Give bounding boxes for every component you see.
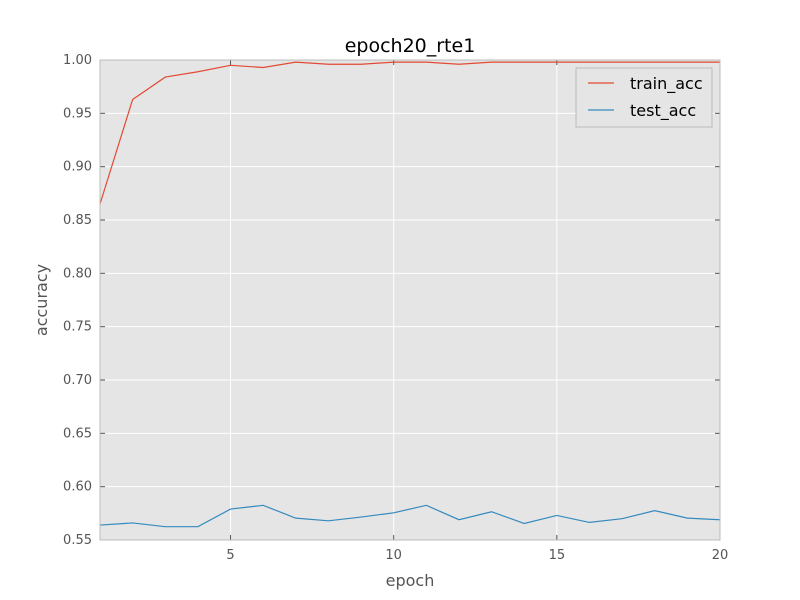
legend: train_acc test_acc — [575, 67, 713, 128]
series-line-train-acc — [99, 61, 720, 205]
x-tick-label: 15 — [549, 548, 566, 563]
x-tick-label: 10 — [385, 548, 402, 563]
legend-label-test-acc: test_acc — [630, 101, 696, 121]
legend-label-train-acc: train_acc — [630, 74, 703, 94]
y-tick-label: 0.75 — [63, 320, 92, 335]
y-tick-label: 0.95 — [63, 106, 92, 121]
chart-title: epoch20_rte1 — [345, 35, 476, 57]
series-line-test-acc — [99, 504, 721, 528]
y-axis-title: accuracy — [32, 264, 51, 336]
y-tick-label: 0.60 — [63, 480, 92, 495]
tick-labels: 0.55 0.60 0.65 0.70 0.75 0.80 0.85 0.90 0.95 1.00… — [63, 53, 728, 563]
y-tick-label: 1.00 — [63, 53, 92, 68]
x-tick-label: 20 — [712, 548, 729, 563]
data-series — [99, 61, 721, 528]
y-tick-label: 0.85 — [63, 213, 92, 228]
x-axis-title: epoch — [386, 571, 435, 590]
plot-area — [100, 60, 720, 540]
x-tick-label: 5 — [226, 548, 234, 563]
legend-box — [575, 67, 713, 128]
y-tick-label: 0.70 — [63, 373, 92, 388]
plot-frame — [99, 59, 721, 541]
y-tick-label: 0.55 — [63, 533, 92, 548]
y-tick-label: 0.65 — [63, 426, 92, 441]
y-tick-label: 0.90 — [63, 160, 92, 175]
y-tick-label: 0.80 — [63, 266, 92, 281]
